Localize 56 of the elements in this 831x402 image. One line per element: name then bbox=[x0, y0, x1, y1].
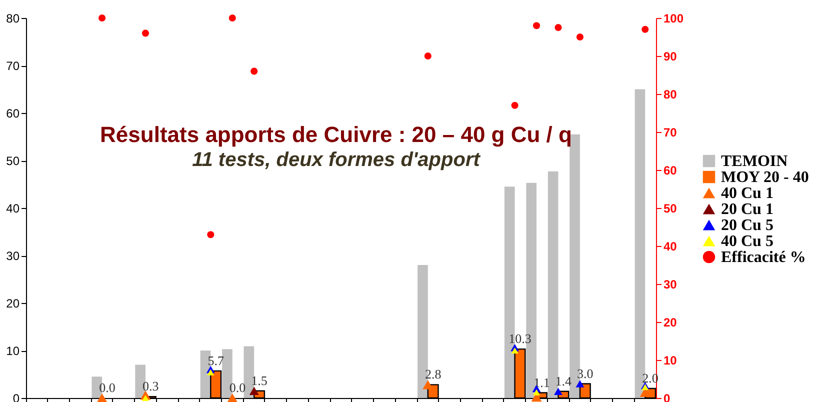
legend-label: 40 Cu 1 bbox=[721, 185, 774, 202]
point bbox=[207, 231, 214, 238]
point bbox=[576, 33, 584, 41]
legend-label: MOY 20 - 40 bbox=[721, 169, 809, 186]
point bbox=[207, 369, 214, 376]
text: Résultats apports de Cuivre : 20 – 40 g Cu / q bbox=[100, 122, 572, 147]
data-label: 1.4 bbox=[555, 373, 572, 388]
data-label: 0.0 bbox=[229, 380, 246, 395]
y2-tick-label: 10 bbox=[664, 354, 678, 368]
point bbox=[532, 389, 540, 396]
point bbox=[227, 393, 238, 402]
point bbox=[98, 14, 106, 22]
y-tick-label: 70 bbox=[6, 59, 20, 73]
y-tick-label: 50 bbox=[6, 154, 20, 168]
data-label: 0.3 bbox=[142, 378, 159, 394]
y2-tick-label: 40 bbox=[664, 240, 678, 254]
y2-tick-label: 100 bbox=[664, 12, 684, 26]
point bbox=[532, 22, 540, 30]
y2-tick-label: 90 bbox=[664, 50, 678, 64]
point bbox=[424, 52, 432, 60]
point bbox=[576, 380, 584, 388]
data-label: 10.3 bbox=[508, 331, 532, 346]
legend-label: 20 Cu 1 bbox=[721, 201, 774, 218]
y2-tick-label: 70 bbox=[664, 126, 678, 140]
point bbox=[249, 386, 259, 395]
y-tick-label: 20 bbox=[6, 296, 20, 310]
y2-tick-label: 20 bbox=[664, 316, 678, 330]
point bbox=[511, 347, 518, 354]
y-tick-label: 80 bbox=[6, 12, 20, 26]
point bbox=[96, 393, 108, 402]
y-tick-label: 40 bbox=[6, 202, 20, 216]
point bbox=[554, 388, 562, 395]
data-label: 2.8 bbox=[424, 366, 442, 382]
point bbox=[142, 30, 150, 37]
legend-label: 20 Cu 5 bbox=[721, 217, 774, 234]
y-tick-label: 60 bbox=[6, 106, 20, 120]
data-label: 0.0 bbox=[99, 380, 116, 395]
point bbox=[642, 26, 649, 33]
point bbox=[511, 102, 518, 109]
point bbox=[142, 394, 150, 402]
legend-label: TEMOIN bbox=[721, 153, 788, 170]
y2-tick-label: 30 bbox=[664, 278, 678, 292]
y2-tick-label: 60 bbox=[664, 164, 678, 178]
y2-tick-label: 50 bbox=[664, 202, 678, 216]
point bbox=[250, 68, 258, 75]
y-tick-label: 30 bbox=[6, 249, 20, 263]
data-label: 5.7 bbox=[208, 352, 224, 368]
text: 11 tests, deux formes d'apport bbox=[192, 149, 482, 171]
y-tick-label: 10 bbox=[6, 344, 20, 358]
y2-tick-label: 80 bbox=[664, 88, 678, 102]
point bbox=[228, 14, 236, 22]
legend-label: 40 Cu 5 bbox=[721, 233, 774, 250]
data-label: 3.0 bbox=[577, 366, 594, 381]
data-label: 1.5 bbox=[251, 372, 268, 388]
legend-label: Efficacité % bbox=[721, 249, 806, 266]
point bbox=[554, 24, 562, 32]
